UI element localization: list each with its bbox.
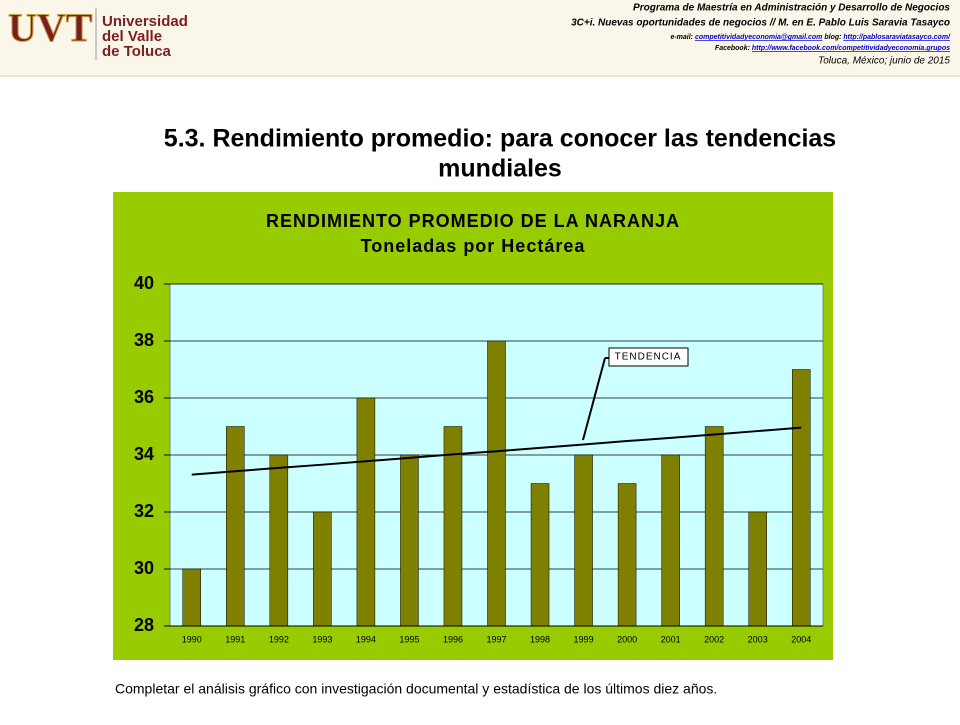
x-tick-label: 2004 <box>791 634 811 644</box>
logo-name: Universidad <box>102 13 188 30</box>
chart-title: RENDIMIENTO PROMEDIO DE LA NARANJA <box>266 211 680 231</box>
bar <box>574 454 593 627</box>
x-tick-label: 1994 <box>356 634 376 644</box>
facebook-link[interactable]: http://www.facebook.com/competitividadye… <box>752 45 950 52</box>
bar <box>791 369 811 627</box>
logo-mark: UVT <box>8 5 93 50</box>
email-label: e-mail: <box>670 34 693 41</box>
x-tick-label: 1995 <box>399 634 419 644</box>
header-facebook: Facebook: http://www.facebook.com/compet… <box>715 45 950 52</box>
slide-title: mundiales <box>438 155 562 183</box>
x-tick-label: 2002 <box>704 634 724 644</box>
slide-footer: Completar el análisis gráfico con invest… <box>115 681 717 697</box>
bar <box>226 426 245 627</box>
y-tick-label: 36 <box>134 387 154 407</box>
y-tick-label: 34 <box>134 444 154 464</box>
y-tick-label: 40 <box>134 273 154 293</box>
x-tick-label: 1993 <box>312 634 332 644</box>
x-tick-label: 1999 <box>574 634 594 644</box>
bar <box>704 426 724 627</box>
y-tick-label: 32 <box>134 501 154 521</box>
x-tick-label: 2003 <box>748 634 768 644</box>
bar <box>269 454 289 627</box>
y-tick-label: 30 <box>134 558 154 578</box>
bar <box>748 511 767 627</box>
x-tick-label: 1991 <box>225 634 245 644</box>
bar <box>617 483 637 627</box>
header-course: 3C+i. Nuevas oportunidades de negocios /… <box>571 18 950 29</box>
annotation-leader <box>582 357 606 441</box>
x-tick-label: 1997 <box>486 634 506 644</box>
x-tick-label: 1992 <box>269 634 289 644</box>
bar <box>400 454 419 627</box>
annotation-label: TENDENCIA <box>615 352 682 363</box>
logo-name: de Toluca <box>102 43 172 60</box>
email-link[interactable]: competitividadyeconomia@gmail.com <box>695 34 822 41</box>
x-tick-label: 2000 <box>617 634 637 644</box>
header-place-date: Toluca, México; junio de 2015 <box>818 56 950 67</box>
x-tick-label: 1996 <box>443 634 463 644</box>
y-tick-label: 38 <box>134 330 154 350</box>
x-tick-label: 2001 <box>661 634 681 644</box>
bar <box>661 454 680 627</box>
header-band <box>0 0 960 76</box>
x-tick-label: 1998 <box>530 634 550 644</box>
trend-line <box>191 426 802 476</box>
bar <box>182 568 202 627</box>
bar <box>443 426 463 627</box>
facebook-label: Facebook: <box>715 45 750 52</box>
header-program: Programa de Maestría en Administración y… <box>633 3 950 14</box>
bar <box>530 483 550 627</box>
header-contact: e-mail: competitividadyeconomia@gmail.co… <box>670 34 951 41</box>
bar <box>487 340 506 627</box>
annotation-box <box>608 347 689 367</box>
x-tick-label: 1990 <box>182 634 202 644</box>
y-tick-label: 28 <box>134 615 154 635</box>
chart-subtitle: Toneladas por Hectárea <box>361 236 586 256</box>
blog-label: blog: <box>824 34 841 41</box>
bar <box>313 511 332 627</box>
slide-title: 5.3. Rendimiento promedio: para conocer … <box>164 125 836 153</box>
blog-link[interactable]: http://pablosaraviatasayco.com/ <box>843 34 951 41</box>
bar <box>356 397 376 627</box>
logo-name: del Valle <box>102 28 162 45</box>
